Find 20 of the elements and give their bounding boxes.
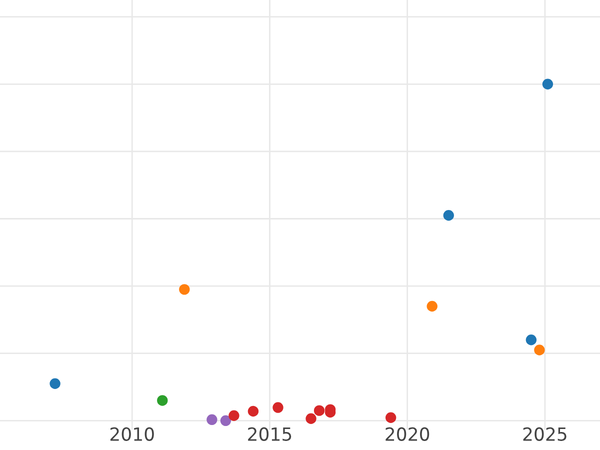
x-tick-label: 2025 <box>523 427 566 441</box>
point <box>443 210 454 221</box>
x-tick-label: 2020 <box>386 427 430 441</box>
point <box>272 402 284 413</box>
point <box>50 378 60 389</box>
point <box>534 344 545 356</box>
point <box>248 406 259 417</box>
point <box>306 413 316 424</box>
point <box>206 414 218 426</box>
point <box>228 410 240 421</box>
point <box>179 284 190 295</box>
point <box>542 78 554 90</box>
point <box>385 412 396 423</box>
x-tick-label: 2010 <box>110 427 154 441</box>
point <box>220 415 232 426</box>
point <box>426 300 438 312</box>
point <box>314 405 325 416</box>
x-tick-label: 2015 <box>248 427 292 441</box>
point <box>157 395 168 406</box>
point <box>526 334 537 346</box>
